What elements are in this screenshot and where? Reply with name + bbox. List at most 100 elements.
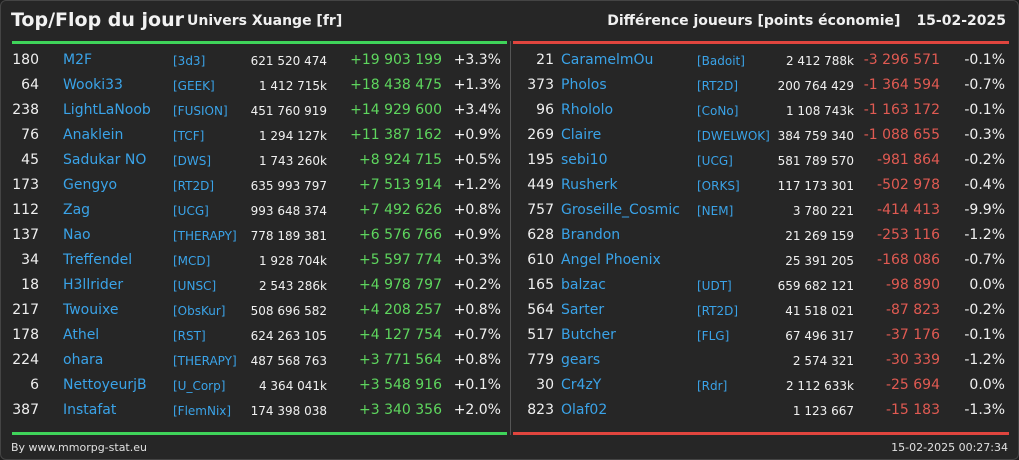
percent-change: +1.3% bbox=[453, 77, 501, 93]
top-row: 18 H3llrider [UNSC] 2 543 286k +4 978 797 +0.… bbox=[1, 274, 509, 299]
player-name-link[interactable]: Twouixe bbox=[63, 302, 119, 318]
player-name-link[interactable]: Sarter bbox=[561, 302, 605, 318]
percent-change: -1.3% bbox=[964, 402, 1005, 418]
player-name-link[interactable]: Wooki33 bbox=[63, 77, 123, 93]
player-name-link[interactable]: Treffendel bbox=[63, 252, 133, 268]
alliance-tag-link[interactable]: [UNSC] bbox=[173, 279, 217, 293]
player-name-link[interactable]: Butcher bbox=[561, 327, 616, 343]
player-rank: 34 bbox=[21, 252, 39, 268]
percent-change: -0.3% bbox=[964, 127, 1005, 143]
alliance-tag-link[interactable]: [THERAPY] bbox=[173, 229, 237, 243]
player-name-link[interactable]: ohara bbox=[63, 352, 104, 368]
player-rank: 610 bbox=[527, 252, 554, 268]
alliance-tag-link[interactable]: [RT2D] bbox=[697, 79, 739, 93]
player-rank: 224 bbox=[12, 352, 39, 368]
points-difference: +3 771 564 bbox=[359, 352, 442, 368]
alliance-tag-link[interactable]: [U_Corp] bbox=[173, 379, 226, 393]
alliance-tag-link[interactable]: [TCF] bbox=[173, 129, 205, 143]
percent-change: +0.8% bbox=[453, 202, 501, 218]
player-rank: 180 bbox=[12, 52, 39, 68]
player-name-link[interactable]: Zag bbox=[63, 202, 91, 218]
alliance-tag-link[interactable]: [UCG] bbox=[697, 154, 733, 168]
player-points: 1 928 704k bbox=[258, 254, 327, 268]
player-name-link[interactable]: Angel Phoenix bbox=[561, 252, 661, 268]
alliance-tag-link[interactable]: [UDT] bbox=[697, 279, 732, 293]
player-name-link[interactable]: gears bbox=[561, 352, 601, 368]
site-credit-link[interactable]: By www.mmorpg-stat.eu bbox=[11, 441, 147, 454]
alliance-tag-link[interactable]: [THERAPY] bbox=[173, 354, 237, 368]
alliance-tag-link[interactable]: [ORKS] bbox=[697, 179, 740, 193]
player-rank: 564 bbox=[527, 302, 554, 318]
alliance-tag-link[interactable]: [RT2D] bbox=[697, 304, 739, 318]
points-difference: +18 438 475 bbox=[350, 77, 442, 93]
alliance-tag-link[interactable]: [RST] bbox=[173, 329, 206, 343]
player-points: 635 993 797 bbox=[250, 179, 327, 193]
top-accent-line bbox=[12, 41, 507, 44]
points-difference: -30 339 bbox=[885, 352, 940, 368]
player-name-link[interactable]: Rhololo bbox=[561, 102, 614, 118]
alliance-tag-link[interactable]: [Rdr] bbox=[697, 379, 728, 393]
player-name-link[interactable]: M2F bbox=[63, 52, 93, 68]
points-difference: -414 413 bbox=[877, 202, 940, 218]
player-name-link[interactable]: Sadukar NO bbox=[63, 152, 147, 168]
player-name-link[interactable]: Brandon bbox=[561, 227, 621, 243]
alliance-tag-link[interactable]: [UCG] bbox=[173, 204, 209, 218]
points-difference: +11 387 162 bbox=[350, 127, 442, 143]
alliance-tag-link[interactable]: [DWS] bbox=[173, 154, 212, 168]
player-name-link[interactable]: Nao bbox=[63, 227, 91, 243]
player-name-link[interactable]: LightLaNoob bbox=[63, 102, 151, 118]
player-name-link[interactable]: Cr4zY bbox=[561, 377, 602, 393]
player-name-link[interactable]: Pholos bbox=[561, 77, 607, 93]
alliance-tag-link[interactable]: [RT2D] bbox=[173, 179, 215, 193]
player-rank: 112 bbox=[12, 202, 39, 218]
player-points: 3 780 221 bbox=[792, 204, 854, 218]
alliance-tag-link[interactable]: [DWELWOK] bbox=[697, 129, 770, 143]
player-rank: 76 bbox=[21, 127, 39, 143]
alliance-tag-link[interactable]: [FlemNix] bbox=[173, 404, 232, 418]
alliance-tag-link[interactable]: [ObsKur] bbox=[173, 304, 226, 318]
flop-row: 195 sebi10 [UCG] 581 789 570 -981 864 -0.2% bbox=[511, 149, 1018, 174]
player-name-link[interactable]: Anaklein bbox=[63, 127, 124, 143]
player-rank: 517 bbox=[527, 327, 554, 343]
top-row: 112 Zag [UCG] 993 648 374 +7 492 626 +0.8% bbox=[1, 199, 509, 224]
player-name-link[interactable]: Groseille_Cosmic bbox=[561, 202, 680, 218]
player-rank: 195 bbox=[527, 152, 554, 168]
flop-row: 779 gears 2 574 321 -30 339 -1.2% bbox=[511, 349, 1018, 374]
flop-bottom-line bbox=[513, 432, 1009, 435]
alliance-tag-link[interactable]: [FUSION] bbox=[173, 104, 228, 118]
alliance-tag-link[interactable]: [3d3] bbox=[173, 54, 206, 68]
points-difference: -37 176 bbox=[885, 327, 940, 343]
flop-row: 165 balzac [UDT] 659 682 121 -98 890 0.0% bbox=[511, 274, 1018, 299]
date-label: 15-02-2025 bbox=[916, 13, 1006, 29]
player-name-link[interactable]: Claire bbox=[561, 127, 602, 143]
alliance-tag-link[interactable]: [FLG] bbox=[697, 329, 730, 343]
player-name-link[interactable]: Athel bbox=[63, 327, 100, 343]
points-difference: -25 694 bbox=[885, 377, 940, 393]
player-name-link[interactable]: H3llrider bbox=[63, 277, 124, 293]
top-row: 64 Wooki33 [GEEK] 1 412 715k +18 438 475 +1.3… bbox=[1, 74, 509, 99]
player-name-link[interactable]: balzac bbox=[561, 277, 606, 293]
points-difference: +6 576 766 bbox=[359, 227, 442, 243]
player-rank: 238 bbox=[12, 102, 39, 118]
points-difference: +19 903 199 bbox=[350, 52, 442, 68]
points-difference: -168 086 bbox=[877, 252, 940, 268]
flop-row: 628 Brandon 21 269 159 -253 116 -1.2% bbox=[511, 224, 1018, 249]
player-name-link[interactable]: NettoyeurjB bbox=[63, 377, 147, 393]
top-row: 173 Gengyo [RT2D] 635 993 797 +7 513 914 +1.2… bbox=[1, 174, 509, 199]
player-name-link[interactable]: Rusherk bbox=[561, 177, 618, 193]
player-points: 174 398 038 bbox=[250, 404, 327, 418]
top-row: 178 Athel [RST] 624 263 105 +4 127 754 +0.7% bbox=[1, 324, 509, 349]
player-points: 624 263 105 bbox=[250, 329, 327, 343]
alliance-tag-link[interactable]: [NEM] bbox=[697, 204, 734, 218]
player-name-link[interactable]: Gengyo bbox=[63, 177, 118, 193]
player-name-link[interactable]: sebi10 bbox=[561, 152, 608, 168]
alliance-tag-link[interactable]: [CoNo] bbox=[697, 104, 739, 118]
player-name-link[interactable]: CaramelmOu bbox=[561, 52, 654, 68]
alliance-tag-link[interactable]: [Badoit] bbox=[697, 54, 745, 68]
player-rank: 373 bbox=[527, 77, 554, 93]
alliance-tag-link[interactable]: [MCD] bbox=[173, 254, 211, 268]
player-name-link[interactable]: Olaf02 bbox=[561, 402, 608, 418]
player-name-link[interactable]: Instafat bbox=[63, 402, 117, 418]
alliance-tag-link[interactable]: [GEEK] bbox=[173, 79, 215, 93]
